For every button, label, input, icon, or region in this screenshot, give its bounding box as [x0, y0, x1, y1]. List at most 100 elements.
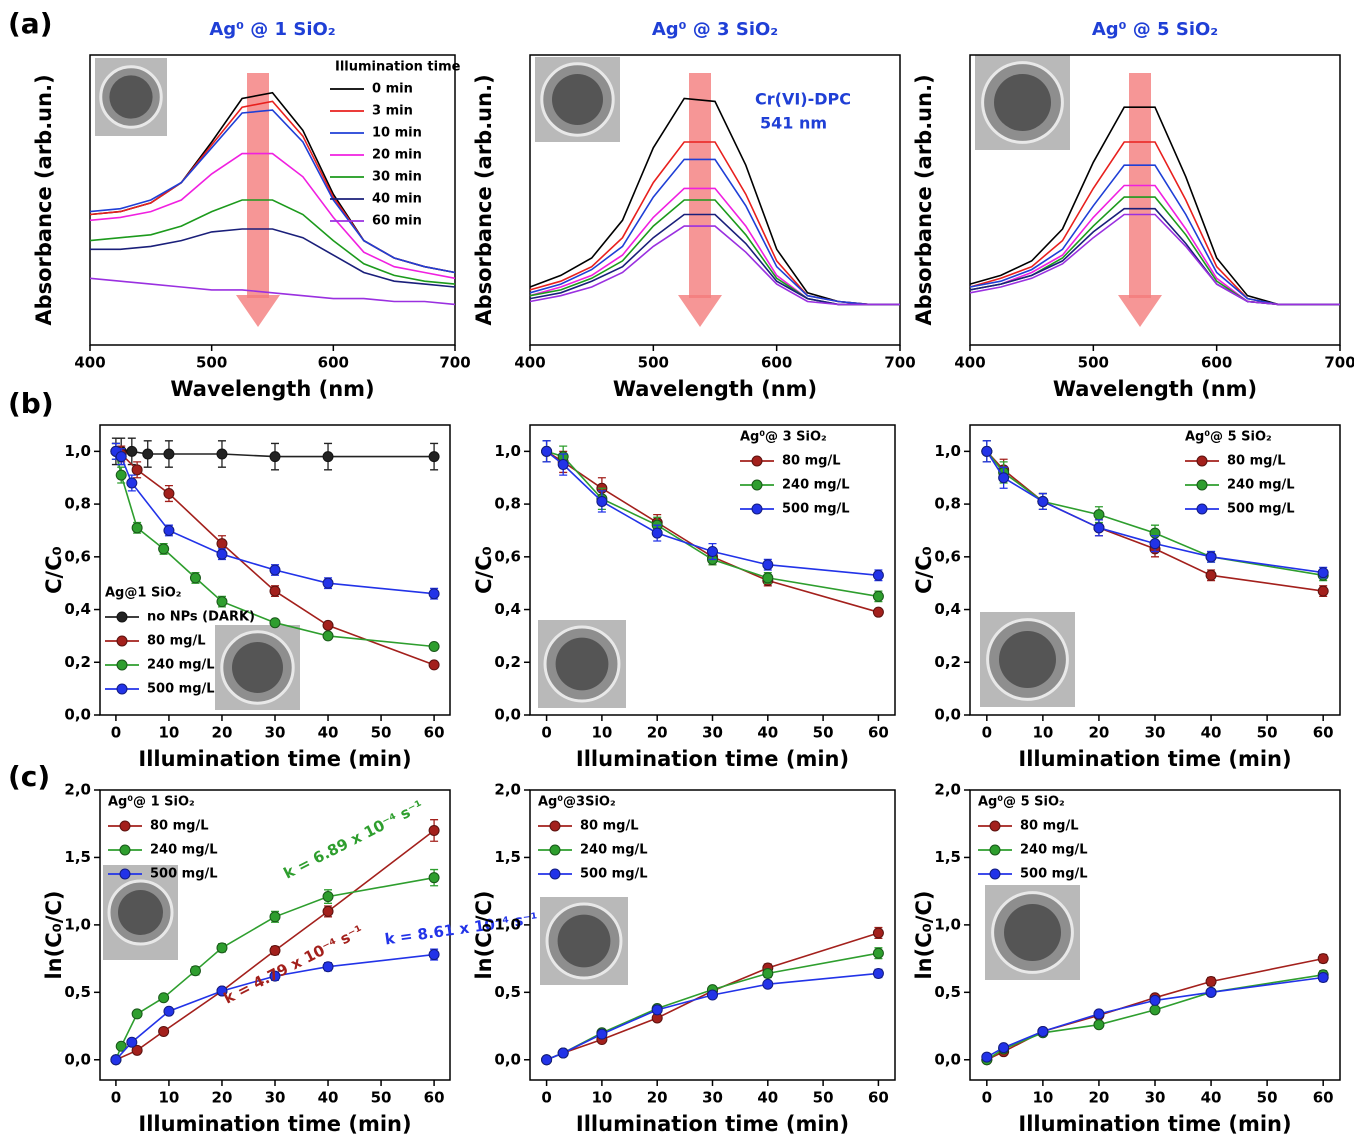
- data-point: [872, 947, 884, 959]
- legend-label: 500 mg/L: [147, 682, 215, 697]
- data-point: [707, 989, 718, 1001]
- x-tick-label: 50: [1257, 1089, 1278, 1107]
- x-tick-label: 10: [159, 724, 180, 742]
- data-point: [158, 992, 170, 1004]
- y-axis-label: ln(C₀/C): [472, 890, 496, 979]
- annotation: Cr(VI)-DPC: [755, 90, 851, 109]
- chart-title: Ag⁰ @ 5 SiO₂: [1092, 19, 1218, 40]
- data-point: [1093, 1019, 1105, 1031]
- arrow-shaft: [689, 73, 711, 298]
- arrow-shaft: [247, 73, 269, 298]
- data-point: [762, 559, 774, 571]
- data-point: [322, 891, 334, 903]
- series-line: [89, 109, 456, 274]
- y-tick-label: 1,5: [494, 848, 521, 866]
- data-point: [216, 538, 228, 550]
- legend-label: 240 mg/L: [150, 843, 218, 858]
- data-point: [428, 640, 440, 652]
- legend-label: 0 min: [372, 82, 413, 97]
- legend-marker: [1196, 479, 1208, 491]
- data-point: [762, 978, 774, 990]
- y-tick-label: 0,0: [934, 706, 961, 724]
- legend-label: 10 min: [372, 126, 422, 141]
- data-point: [981, 1051, 993, 1063]
- x-tick-label: 10: [591, 1089, 612, 1107]
- x-tick-label: 40: [318, 724, 339, 742]
- series-line: [89, 152, 456, 280]
- data-point: [1149, 994, 1161, 1006]
- y-tick-label: 0,4: [934, 600, 961, 618]
- y-tick-label: 0,6: [934, 547, 961, 565]
- data-point: [269, 945, 281, 957]
- y-tick-label: 1,0: [934, 442, 961, 460]
- y-tick-label: 1,5: [64, 848, 91, 866]
- data-point: [131, 464, 143, 476]
- y-tick-label: 1,0: [64, 915, 91, 933]
- legend-label: 20 min: [372, 148, 422, 163]
- x-tick-label: 30: [1145, 724, 1166, 742]
- legend-marker: [116, 683, 128, 695]
- y-tick-label: 0,2: [934, 653, 961, 671]
- x-tick-label: 40: [1201, 724, 1222, 742]
- y-tick-label: 1,0: [934, 915, 961, 933]
- legend-title: Ag⁰@ 5 SiO₂: [1185, 430, 1272, 445]
- legend-label: 500 mg/L: [1020, 867, 1088, 882]
- data-point: [269, 617, 281, 629]
- legend-marker: [989, 868, 1001, 880]
- arrow-head: [236, 295, 280, 327]
- series-line: [546, 450, 879, 598]
- legend-label: 240 mg/L: [1227, 478, 1295, 493]
- panel-label: (c): [8, 760, 50, 793]
- data-point: [322, 577, 334, 589]
- x-tick-label: 0: [982, 1089, 992, 1107]
- data-point: [163, 448, 175, 460]
- x-axis-label: Wavelength (nm): [613, 377, 817, 401]
- series-line: [529, 187, 900, 306]
- data-point: [1205, 569, 1217, 581]
- tem-particle-core: [109, 75, 153, 119]
- data-point: [126, 1036, 138, 1048]
- annotation: 541 nm: [760, 114, 827, 133]
- x-tick-label: 400: [74, 354, 105, 372]
- series-line: [969, 207, 1340, 306]
- x-tick-label: 0: [111, 1089, 121, 1107]
- x-tick-label: 60: [868, 1089, 889, 1107]
- data-point: [1149, 1004, 1161, 1016]
- x-tick-label: 500: [638, 354, 669, 372]
- y-tick-label: 0,5: [64, 983, 91, 1001]
- legend-title: Illumination time: [335, 60, 461, 75]
- x-tick-label: 60: [1313, 724, 1334, 742]
- x-tick-label: 40: [318, 1089, 339, 1107]
- x-tick-label: 50: [813, 724, 834, 742]
- legend-label: 240 mg/L: [147, 658, 215, 673]
- legend-label: 3 min: [372, 104, 413, 119]
- plot-frame: [969, 54, 1341, 346]
- x-tick-label: 20: [1089, 724, 1110, 742]
- y-tick-label: 2,0: [494, 781, 521, 799]
- x-tick-label: 500: [1078, 354, 1109, 372]
- series-line: [986, 450, 1324, 592]
- x-tick-label: 10: [159, 1089, 180, 1107]
- x-tick-label: 20: [212, 724, 233, 742]
- legend-label: 500 mg/L: [782, 502, 850, 517]
- data-point: [872, 927, 884, 939]
- x-tick-label: 0: [982, 724, 992, 742]
- data-point: [1093, 509, 1105, 521]
- x-tick-label: 40: [757, 1089, 778, 1107]
- data-point: [872, 606, 884, 618]
- data-point: [189, 965, 201, 977]
- x-tick-label: 30: [702, 1089, 723, 1107]
- data-point: [216, 448, 228, 460]
- data-point: [322, 451, 334, 463]
- x-tick-label: 600: [761, 354, 792, 372]
- y-axis-label: C/C₀: [42, 546, 66, 594]
- legend-marker: [1196, 503, 1208, 515]
- legend-marker: [549, 820, 561, 832]
- data-point: [428, 659, 440, 671]
- legend-label: 80 mg/L: [150, 819, 209, 834]
- data-point: [142, 448, 154, 460]
- data-point: [216, 548, 228, 560]
- legend-title: Ag@1 SiO₂: [105, 586, 182, 601]
- y-tick-label: 0,0: [934, 1050, 961, 1068]
